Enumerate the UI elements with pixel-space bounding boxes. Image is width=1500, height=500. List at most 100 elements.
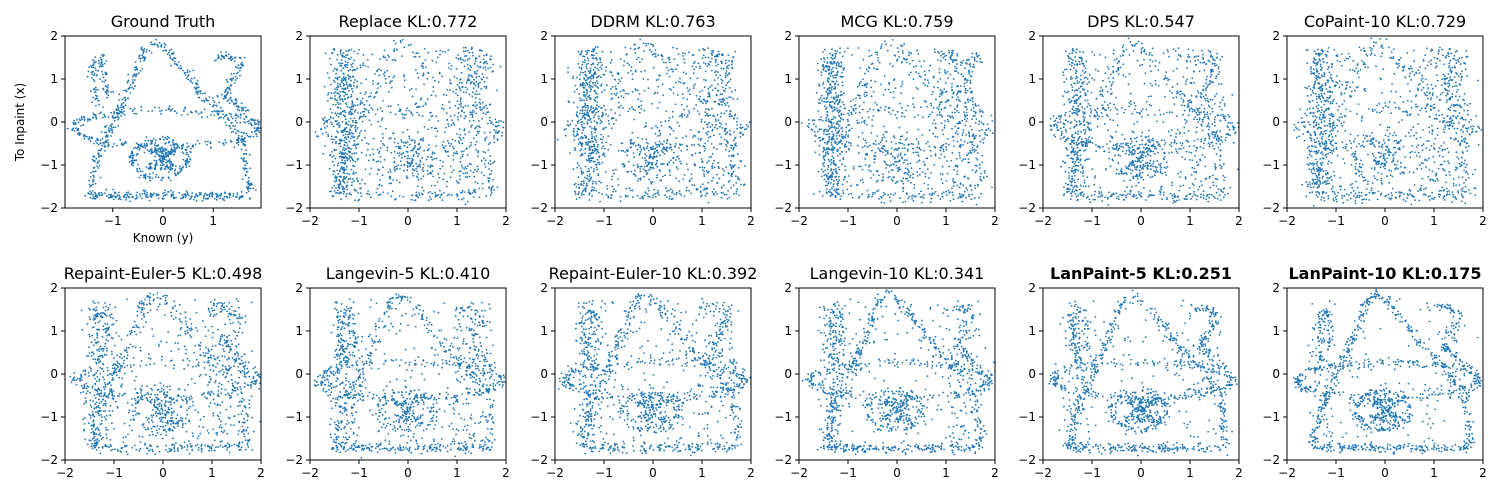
scatter-point xyxy=(721,53,724,55)
scatter-point xyxy=(582,71,585,74)
scatter-point xyxy=(240,148,243,151)
scatter-point xyxy=(594,81,597,84)
scatter-point xyxy=(94,140,97,143)
scatter-point xyxy=(479,109,482,111)
scatter-point xyxy=(345,168,348,171)
scatter-point xyxy=(453,124,456,126)
scatter-point xyxy=(334,157,337,160)
scatter-point xyxy=(351,101,354,104)
scatter-point xyxy=(686,98,688,101)
scatter-point xyxy=(724,74,727,77)
scatter-point xyxy=(646,147,648,150)
scatter-point xyxy=(342,187,344,190)
scatter-point xyxy=(435,127,438,130)
scatter-point xyxy=(222,97,225,100)
scatter-point xyxy=(419,139,422,141)
scatter-point xyxy=(857,152,860,155)
scatter-point xyxy=(924,78,926,81)
scatter-point xyxy=(651,164,653,166)
scatter-point xyxy=(586,184,589,187)
scatter-point xyxy=(713,159,715,162)
scatter-point xyxy=(430,115,432,118)
scatter-point xyxy=(600,120,603,123)
scatter-point xyxy=(693,107,695,110)
scatter-point xyxy=(81,118,83,121)
scatter-point xyxy=(256,130,258,132)
scatter-point xyxy=(385,59,388,61)
scatter-point xyxy=(586,141,588,144)
scatter-point xyxy=(725,84,728,87)
scatter-point xyxy=(393,166,396,169)
scatter-point xyxy=(907,173,909,176)
scatter-point xyxy=(580,118,582,121)
scatter-point xyxy=(584,70,587,73)
scatter-point xyxy=(250,119,253,122)
scatter-point xyxy=(343,55,346,58)
scatter-point xyxy=(237,115,240,118)
scatter-point xyxy=(825,180,828,183)
scatter-point xyxy=(448,193,451,196)
scatter-point xyxy=(486,62,488,65)
scatter-point xyxy=(138,144,141,147)
scatter-point xyxy=(634,144,637,147)
scatter-point xyxy=(666,150,668,152)
scatter-point xyxy=(464,166,467,168)
scatter-point xyxy=(654,192,657,195)
scatter-point xyxy=(389,170,392,173)
scatter-point xyxy=(460,97,462,99)
scatter-point xyxy=(195,200,198,202)
scatter-point xyxy=(636,194,639,197)
scatter-point xyxy=(459,178,462,181)
scatter-point xyxy=(584,190,587,193)
scatter-point xyxy=(962,129,965,132)
scatter-point xyxy=(733,146,735,149)
scatter-point xyxy=(244,174,247,176)
scatter-point xyxy=(408,137,411,140)
scatter-point xyxy=(715,70,717,73)
scatter-point xyxy=(576,88,578,91)
scatter-point xyxy=(461,166,464,169)
scatter-point xyxy=(347,133,350,136)
scatter-point xyxy=(173,146,176,149)
scatter-point xyxy=(171,108,174,110)
scatter-point xyxy=(257,129,260,132)
scatter-point xyxy=(730,167,733,170)
scatter-point xyxy=(133,159,135,162)
scatter-point xyxy=(341,110,344,113)
scatter-point xyxy=(487,181,490,183)
scatter-point xyxy=(116,105,119,108)
scatter-point xyxy=(177,173,180,175)
scatter-point xyxy=(142,49,145,52)
scatter-point xyxy=(341,161,344,164)
scatter-point xyxy=(140,109,143,112)
scatter-point xyxy=(416,195,418,198)
scatter-point xyxy=(850,184,852,187)
scatter-point xyxy=(83,119,86,122)
scatter-point xyxy=(438,176,441,179)
scatter-point xyxy=(460,170,462,173)
scatter-point xyxy=(435,61,438,64)
scatter-point xyxy=(670,89,673,91)
scatter-point xyxy=(118,99,120,101)
scatter-point xyxy=(472,171,475,174)
scatter-point xyxy=(464,50,467,53)
scatter-point xyxy=(567,100,570,103)
scatter-point xyxy=(180,167,183,170)
scatter-point xyxy=(602,128,604,131)
scatter-point xyxy=(640,148,643,151)
scatter-point xyxy=(163,46,166,49)
scatter-point xyxy=(259,127,261,130)
scatter-point xyxy=(367,190,369,192)
scatter-point xyxy=(96,97,98,100)
scatter-point xyxy=(834,196,837,199)
scatter-point xyxy=(594,139,597,142)
scatter-point xyxy=(474,126,477,129)
scatter-point xyxy=(182,69,184,72)
scatter-point xyxy=(580,123,583,126)
scatter-point xyxy=(707,56,710,59)
scatter-point xyxy=(375,191,378,194)
scatter-point xyxy=(872,174,875,176)
scatter-point xyxy=(836,172,838,175)
scatter-point xyxy=(374,113,377,116)
scatter-point xyxy=(398,154,400,157)
